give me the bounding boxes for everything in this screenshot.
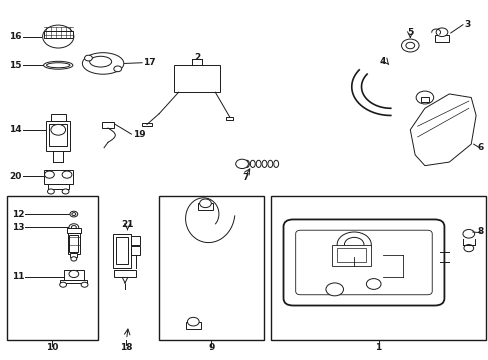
- Bar: [64, 270, 83, 280]
- Circle shape: [435, 28, 447, 37]
- Bar: [114, 270, 136, 277]
- Circle shape: [235, 159, 248, 168]
- Circle shape: [401, 39, 418, 52]
- Ellipse shape: [267, 160, 272, 167]
- Bar: [142, 123, 152, 126]
- Circle shape: [462, 229, 474, 238]
- Text: 10: 10: [45, 343, 58, 352]
- Bar: [68, 233, 80, 253]
- Text: 17: 17: [143, 58, 155, 67]
- Bar: [67, 228, 81, 233]
- Bar: [60, 280, 87, 283]
- Circle shape: [415, 91, 433, 104]
- Bar: [49, 125, 67, 146]
- Text: 1: 1: [375, 343, 381, 352]
- Ellipse shape: [244, 160, 249, 167]
- Ellipse shape: [46, 63, 70, 68]
- Bar: [336, 248, 366, 262]
- Bar: [271, 196, 485, 339]
- Text: 8: 8: [476, 228, 483, 237]
- FancyBboxPatch shape: [283, 220, 444, 306]
- Bar: [7, 196, 98, 339]
- Circle shape: [60, 282, 66, 287]
- Circle shape: [187, 318, 199, 326]
- Circle shape: [62, 189, 69, 194]
- Circle shape: [405, 42, 414, 49]
- Ellipse shape: [273, 160, 278, 167]
- Bar: [173, 65, 220, 92]
- Bar: [70, 253, 77, 257]
- Text: 14: 14: [8, 125, 21, 134]
- Circle shape: [81, 282, 88, 287]
- Text: 12: 12: [12, 210, 24, 219]
- Bar: [225, 117, 233, 120]
- Bar: [198, 203, 212, 211]
- Text: 2: 2: [193, 53, 200, 62]
- Text: 5: 5: [407, 28, 412, 37]
- Circle shape: [366, 279, 380, 289]
- Circle shape: [44, 171, 54, 178]
- Text: 20: 20: [9, 172, 21, 181]
- Text: 16: 16: [9, 32, 21, 41]
- Bar: [159, 196, 264, 339]
- Ellipse shape: [43, 61, 73, 69]
- Ellipse shape: [89, 56, 111, 67]
- Bar: [131, 235, 140, 244]
- Ellipse shape: [262, 160, 266, 167]
- Bar: [185, 321, 200, 329]
- Text: 9: 9: [208, 343, 214, 352]
- Circle shape: [344, 237, 363, 252]
- Circle shape: [325, 283, 343, 296]
- Text: 13: 13: [12, 223, 24, 232]
- Circle shape: [199, 199, 211, 208]
- Text: 3: 3: [463, 19, 469, 28]
- Ellipse shape: [256, 160, 261, 167]
- Text: 15: 15: [9, 61, 21, 70]
- Circle shape: [62, 171, 72, 178]
- Bar: [434, 35, 448, 42]
- Bar: [116, 237, 128, 264]
- Circle shape: [84, 55, 92, 61]
- Circle shape: [463, 244, 473, 252]
- Circle shape: [69, 224, 79, 231]
- Text: 11: 11: [12, 272, 24, 281]
- FancyBboxPatch shape: [295, 230, 431, 295]
- Bar: [131, 246, 140, 255]
- Circle shape: [51, 125, 65, 135]
- Bar: [46, 121, 70, 151]
- Text: 19: 19: [133, 130, 145, 139]
- Bar: [47, 184, 69, 189]
- Bar: [331, 244, 370, 266]
- Bar: [43, 31, 73, 39]
- Bar: [420, 97, 428, 102]
- Polygon shape: [409, 94, 475, 166]
- Bar: [51, 114, 65, 121]
- Bar: [43, 170, 73, 184]
- Circle shape: [69, 270, 79, 278]
- Text: 21: 21: [121, 220, 133, 229]
- Ellipse shape: [250, 160, 255, 167]
- Circle shape: [72, 213, 76, 216]
- Text: 4: 4: [379, 57, 385, 66]
- Bar: [102, 122, 114, 128]
- Circle shape: [114, 66, 122, 72]
- Ellipse shape: [82, 53, 123, 74]
- Bar: [113, 234, 131, 268]
- Circle shape: [47, 189, 54, 194]
- Circle shape: [70, 211, 78, 217]
- Circle shape: [71, 257, 77, 261]
- Circle shape: [336, 232, 370, 257]
- Text: 7: 7: [242, 173, 248, 182]
- Text: 6: 6: [476, 143, 483, 152]
- Circle shape: [42, 25, 74, 48]
- Text: 18: 18: [120, 343, 132, 352]
- Bar: [69, 234, 78, 252]
- Circle shape: [71, 226, 76, 229]
